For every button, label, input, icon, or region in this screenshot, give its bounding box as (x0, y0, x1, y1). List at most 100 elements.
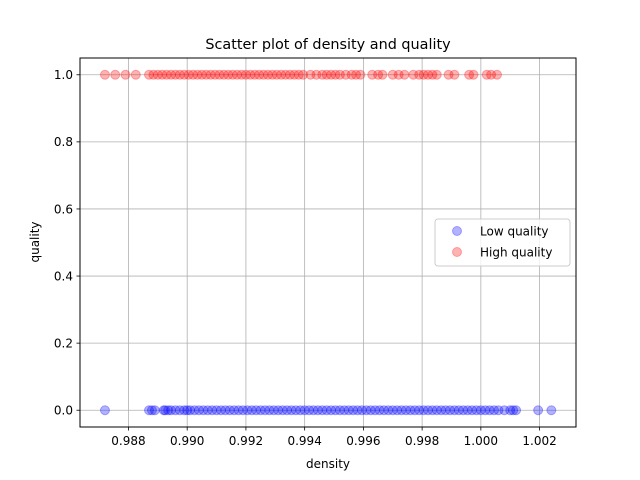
high-quality-point (280, 69, 291, 80)
low-quality-point (422, 405, 433, 416)
high-quality-point (393, 69, 404, 80)
low-quality-point (462, 405, 473, 416)
high-quality-point (110, 69, 121, 80)
low-quality-point (179, 405, 190, 416)
low-quality-point (242, 405, 253, 416)
high-quality-point (130, 69, 141, 80)
high-quality-point (179, 69, 190, 80)
high-quality-point (152, 69, 163, 80)
high-quality-point (276, 69, 287, 80)
high-quality-point (262, 69, 273, 80)
low-quality-point (445, 405, 456, 416)
low-quality-point (144, 405, 155, 416)
chart-title: Scatter plot of density and quality (205, 37, 451, 53)
high-quality-point (157, 69, 168, 80)
high-quality-point (326, 69, 337, 80)
low-quality-point (418, 405, 429, 416)
high-quality-point (408, 69, 419, 80)
low-quality-point (174, 405, 185, 416)
low-quality-point (166, 405, 177, 416)
low-quality-point (409, 405, 420, 416)
high-quality-point (258, 69, 269, 80)
high-quality-point (161, 69, 172, 80)
high-quality-point (183, 69, 194, 80)
low-quality-point (546, 405, 557, 416)
x-tick-label: 0.996 (346, 434, 380, 448)
legend-label-high-quality: High quality (480, 246, 552, 260)
high-quality-point (249, 69, 260, 80)
low-quality-point (237, 405, 248, 416)
low-quality-point (458, 405, 469, 416)
high-quality-point (166, 69, 177, 80)
low-quality-point (453, 405, 464, 416)
low-quality-point (475, 405, 486, 416)
high-quality-point (321, 69, 332, 80)
plot-frame (79, 57, 577, 428)
x-tick-label: 1.000 (464, 434, 498, 448)
low-quality-point (365, 405, 376, 416)
low-quality-point (149, 405, 160, 416)
low-quality-point (312, 405, 323, 416)
low-quality-point (440, 405, 451, 416)
low-quality-point (533, 405, 544, 416)
low-quality-point (299, 405, 310, 416)
low-quality-point (224, 405, 235, 416)
high-quality-point (305, 69, 316, 80)
high-quality-point (355, 69, 366, 80)
low-quality-point (273, 405, 284, 416)
low-quality-point (233, 405, 244, 416)
low-quality-point (436, 405, 447, 416)
legend: Low quality High quality (434, 218, 571, 267)
low-quality-point (378, 405, 389, 416)
high-quality-point (218, 69, 229, 80)
high-quality-point (144, 69, 155, 80)
low-quality-point (268, 405, 279, 416)
x-tick-label: 0.988 (111, 434, 145, 448)
high-quality-point (267, 69, 278, 80)
high-quality-point (210, 69, 221, 80)
low-quality-point (308, 405, 319, 416)
low-quality-point (330, 405, 341, 416)
low-quality-point (348, 405, 359, 416)
legend-label-low-quality: Low quality (480, 225, 549, 239)
low-quality-point (370, 405, 381, 416)
low-quality-point (202, 405, 213, 416)
low-quality-point (400, 405, 411, 416)
low-quality-point (511, 405, 522, 416)
high-quality-point (298, 69, 309, 80)
low-quality-point (339, 405, 350, 416)
low-quality-point (170, 405, 181, 416)
low-quality-point (146, 405, 157, 416)
x-axis-label: density (306, 457, 350, 471)
points (99, 69, 557, 416)
high-quality-point (170, 69, 181, 80)
low-quality-point (467, 405, 478, 416)
high-quality-point (373, 69, 384, 80)
high-quality-point (196, 69, 207, 80)
low-quality-point (405, 405, 416, 416)
low-quality-point (282, 405, 293, 416)
low-quality-point (189, 405, 200, 416)
low-quality-point (343, 405, 354, 416)
high-quality-point (418, 69, 429, 80)
high-quality-point (284, 69, 295, 80)
low-quality-point (414, 405, 425, 416)
low-quality-point (489, 405, 500, 416)
low-quality-point (480, 405, 491, 416)
legend-box (434, 218, 571, 267)
low-quality-point (290, 405, 301, 416)
low-quality-point (321, 405, 332, 416)
high-quality-point (240, 69, 251, 80)
x-axis-ticks: 0.988 0.990 0.992 0.994 0.996 0.998 1.000 1.002 (111, 427, 557, 448)
low-quality-point (220, 405, 231, 416)
low-quality-point (484, 405, 495, 416)
low-quality-point (387, 405, 398, 416)
high-quality-point (377, 69, 388, 80)
high-quality-point (330, 69, 341, 80)
low-quality-point (493, 405, 504, 416)
high-quality-point (387, 69, 398, 80)
x-tick-label: 0.994 (287, 434, 321, 448)
high-quality-point (245, 69, 256, 80)
high-quality-point (468, 69, 479, 80)
